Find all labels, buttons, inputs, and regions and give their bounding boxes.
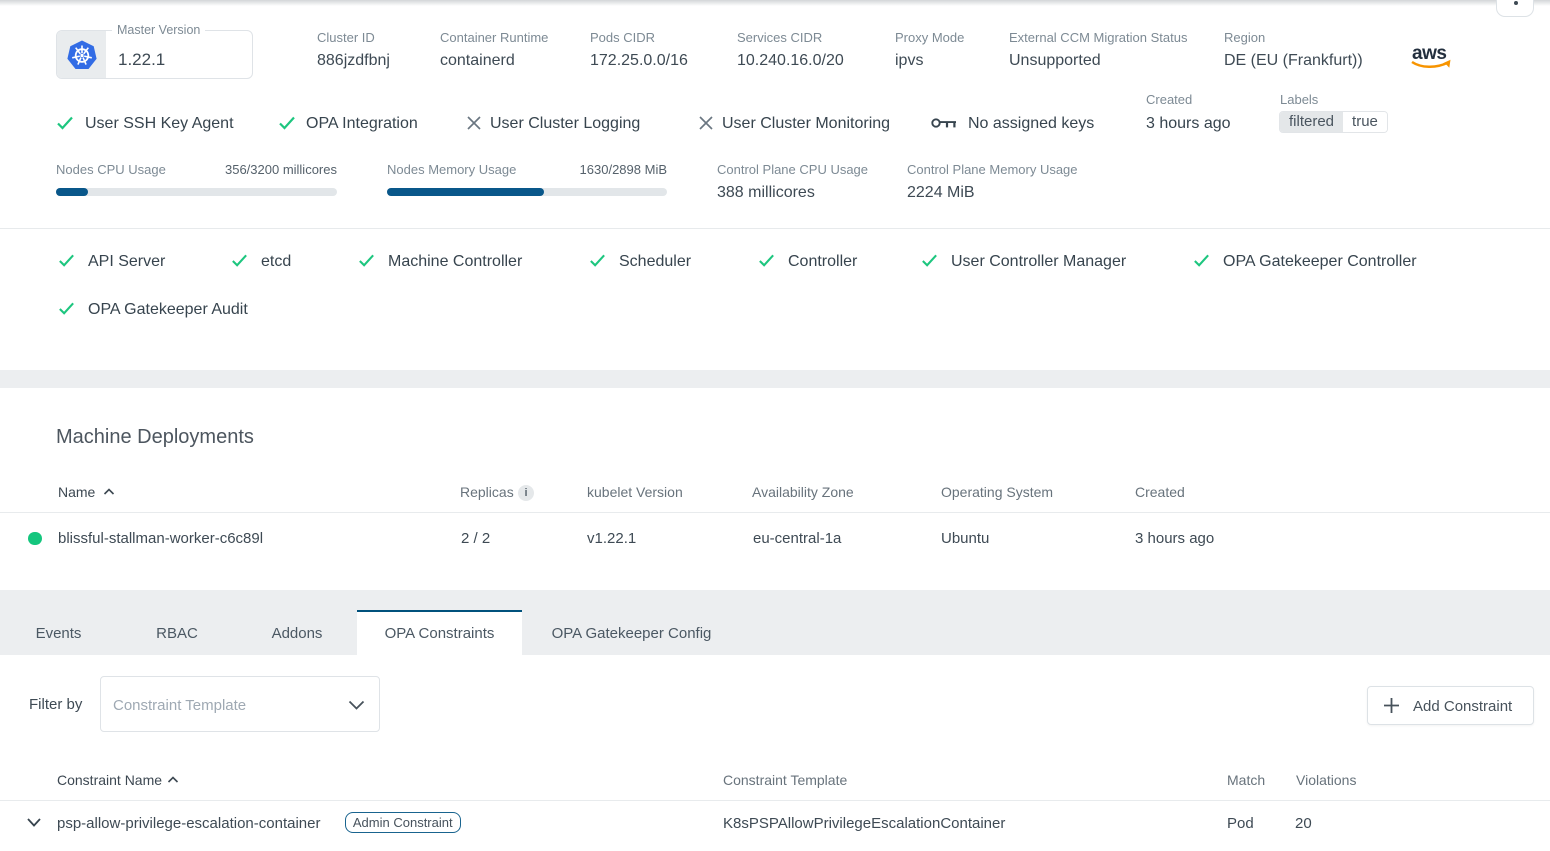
svg-text:aws: aws: [1412, 43, 1446, 64]
